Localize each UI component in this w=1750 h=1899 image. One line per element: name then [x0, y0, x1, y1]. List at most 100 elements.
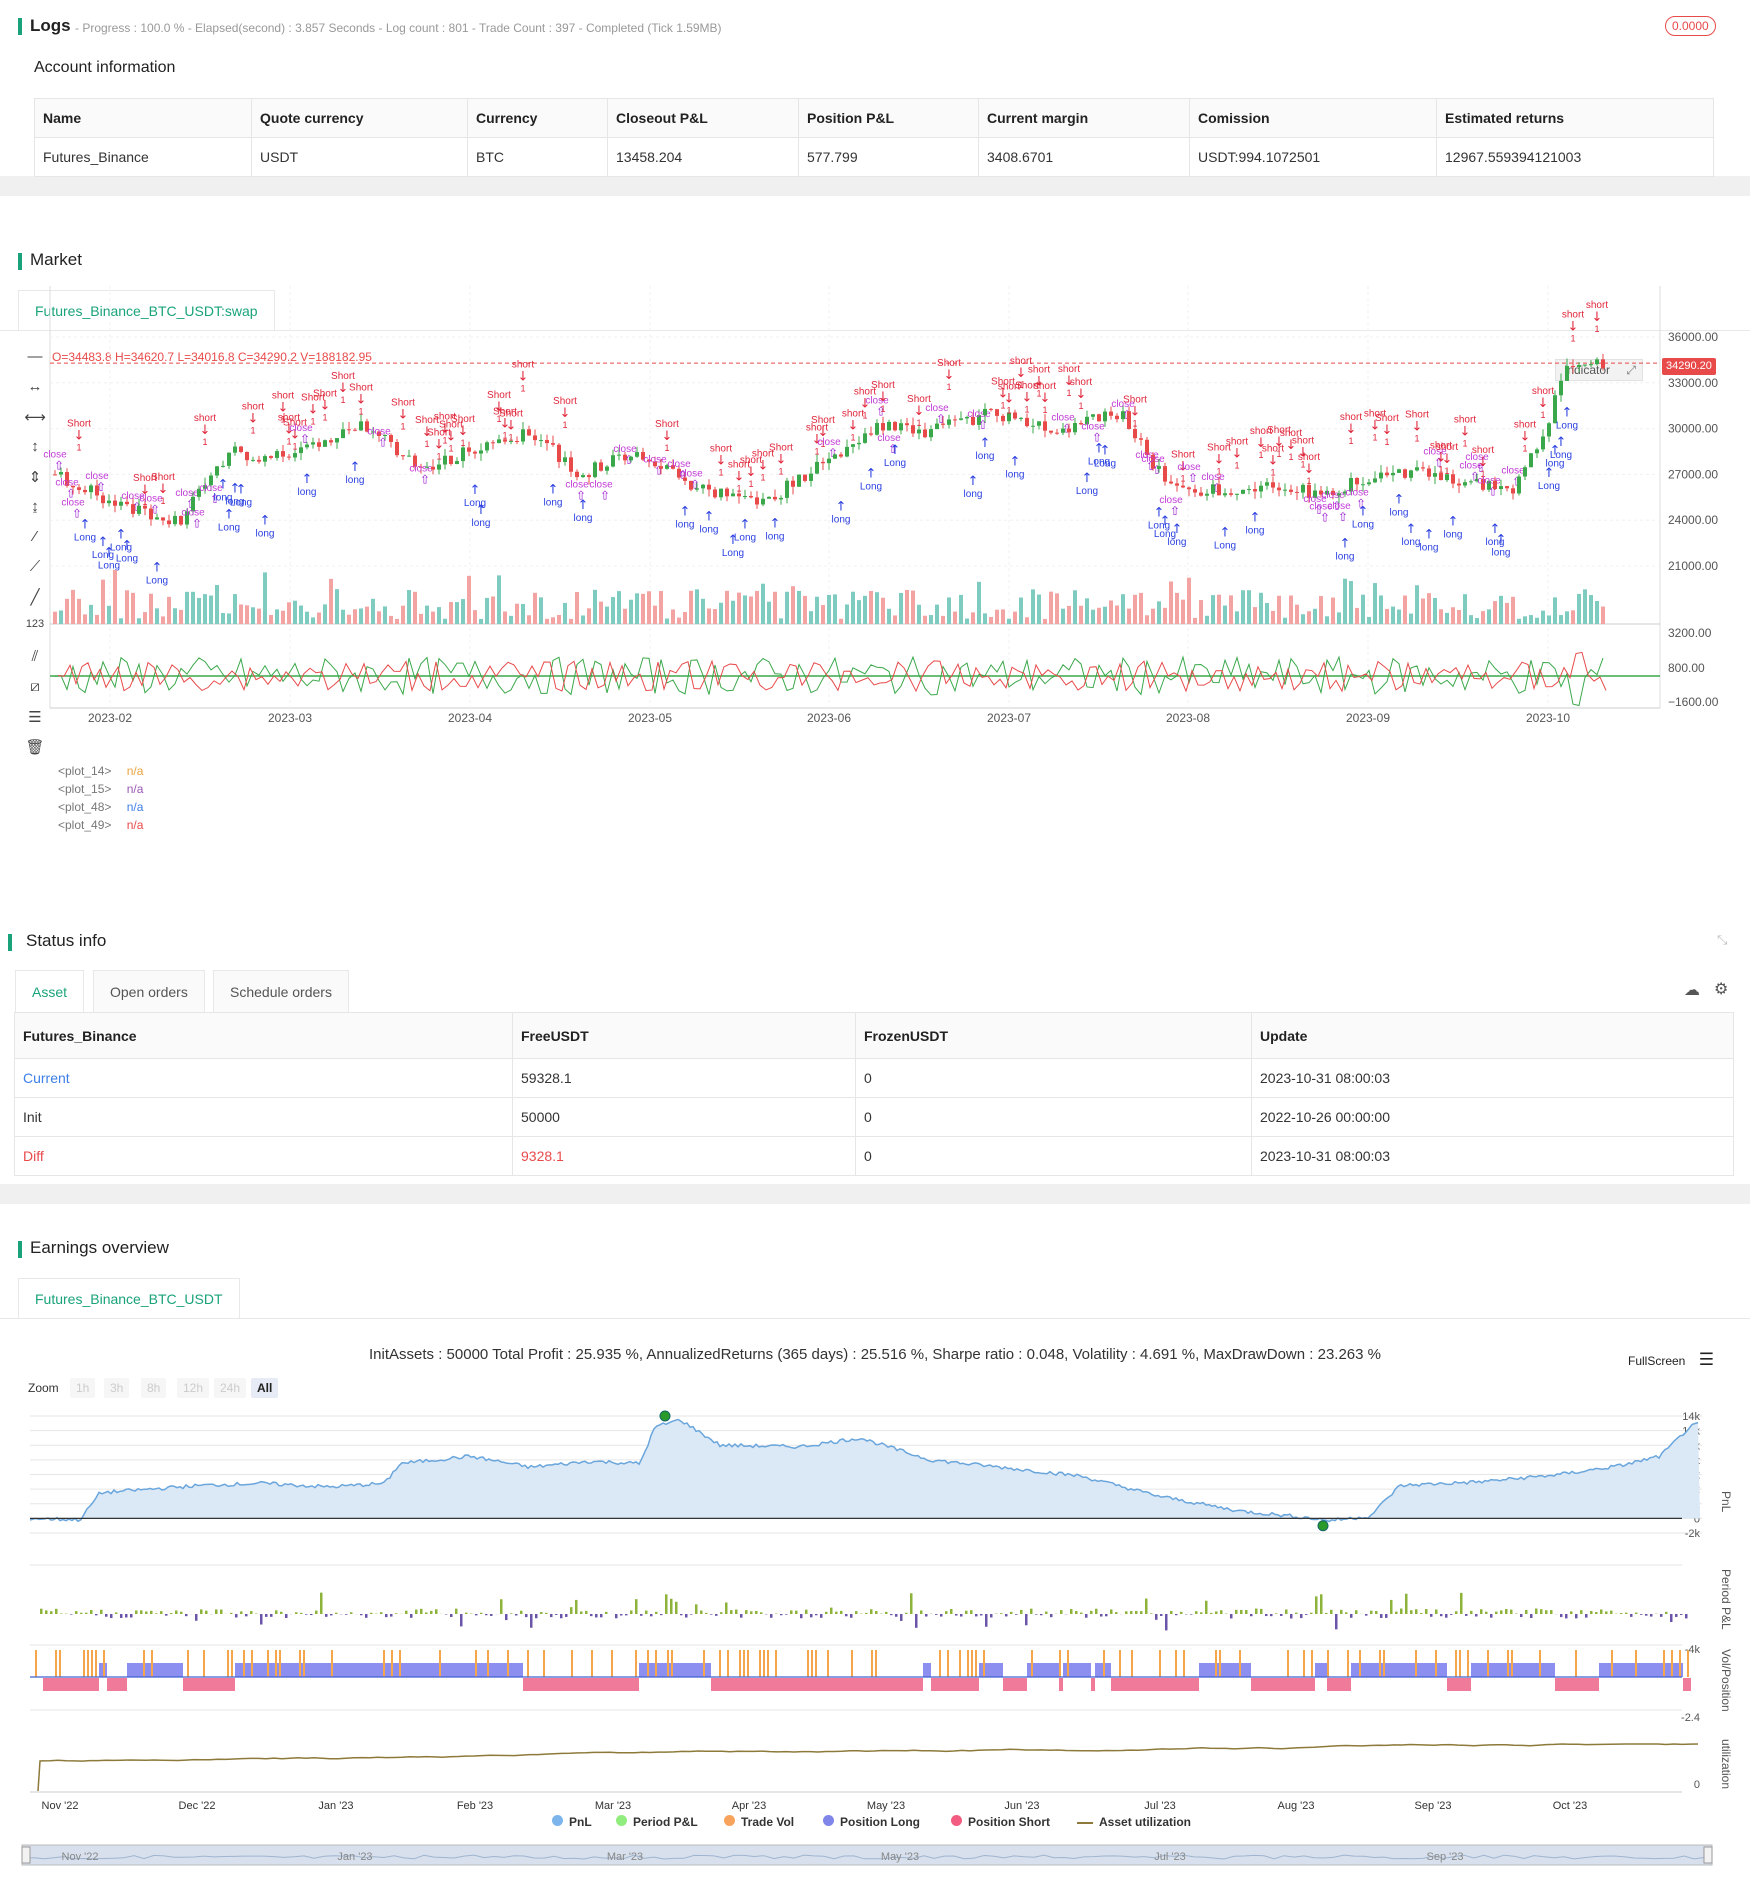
close-label: close — [55, 477, 79, 488]
period-pnl-bar — [675, 1601, 678, 1614]
legend-period-pnl[interactable]: Period P&L — [616, 1815, 698, 1829]
period-pnl-bar — [685, 1614, 688, 1618]
volume-bar — [1325, 616, 1329, 624]
expand-icon[interactable]: ⤢ — [1626, 363, 1636, 377]
short-label: short — [1070, 377, 1092, 388]
zoom-24h[interactable]: 24h — [214, 1378, 247, 1398]
trade-vol-bar — [87, 1650, 89, 1677]
position-long-bar — [255, 1663, 259, 1677]
volume-bar — [461, 599, 465, 624]
legend-position-short[interactable]: Position Short — [951, 1815, 1050, 1829]
indicator-button[interactable]: Indicator ⤢ — [1555, 359, 1643, 381]
position-short-bar — [635, 1678, 639, 1691]
position-long-bar — [99, 1663, 103, 1677]
account-info-title: Account information — [34, 59, 176, 76]
zoom-8h[interactable]: 8h — [141, 1378, 167, 1398]
position-short-bar — [603, 1678, 607, 1691]
period-pnl-bar — [1595, 1612, 1598, 1614]
long-label: long — [1546, 458, 1565, 469]
extended-line-icon[interactable]: ⟋ — [29, 558, 41, 575]
position-long-bar — [1483, 1663, 1487, 1677]
gear-icon[interactable]: ⚙ — [1714, 981, 1729, 998]
close-marker: ⇧ — [192, 517, 202, 531]
trash-icon[interactable]: 🗑 — [25, 739, 45, 756]
vertical-segment-icon[interactable]: ⇕ — [28, 469, 42, 486]
period-pnl-bar — [195, 1614, 198, 1621]
period-pnl-bar — [1005, 1614, 1008, 1617]
tab-schedule-orders[interactable]: Schedule orders — [213, 970, 349, 1012]
volume-bar — [323, 604, 327, 624]
volume-bar — [1451, 607, 1455, 624]
short-label: short — [842, 408, 864, 419]
long-arrow: ↑ — [1082, 471, 1093, 486]
volume-bar — [827, 594, 831, 624]
tab-earnings-symbol[interactable]: Futures_Binance_BTC_USDT — [18, 1278, 240, 1318]
volume-bar — [77, 598, 81, 624]
legend-pnl[interactable]: PnL — [552, 1815, 592, 1829]
period-pnl-bar — [785, 1614, 788, 1615]
legend-label: Period P&L — [633, 1815, 698, 1829]
volume-bar — [881, 597, 885, 624]
col-update: Update — [1251, 1012, 1734, 1059]
zoom-3h[interactable]: 3h — [104, 1378, 130, 1398]
volume-bar — [581, 615, 585, 624]
cell-current-margin: 3408.6701 — [978, 137, 1190, 177]
position-short-bar — [583, 1678, 587, 1691]
short-label: Short — [553, 396, 577, 407]
candle-body — [113, 500, 117, 506]
position-long-bar — [1619, 1663, 1623, 1677]
period-pnl-bar — [760, 1612, 763, 1614]
candle-body — [437, 464, 441, 470]
tab-open-orders[interactable]: Open orders — [93, 970, 205, 1012]
trade-vol-bar — [655, 1650, 657, 1677]
col-closeout-pnl: Closeout P&L — [607, 98, 799, 138]
layers-icon[interactable]: ☰ — [28, 709, 42, 726]
legend-asset-utilization[interactable]: Asset utilization — [1077, 1815, 1191, 1829]
close-label: close — [121, 491, 145, 502]
zoom-12h[interactable]: 12h — [177, 1378, 210, 1398]
period-pnl-bar — [805, 1609, 808, 1614]
ray-icon[interactable]: ⟷ — [24, 409, 46, 426]
position-short-bar — [1259, 1678, 1263, 1691]
price-label-icon[interactable]: 123 — [25, 618, 45, 630]
trade-vol-bar — [571, 1650, 573, 1677]
fullscreen-button[interactable]: FullScreen ☰ — [1628, 1350, 1714, 1370]
menu-icon[interactable]: ☰ — [1698, 1350, 1714, 1369]
tab-asset[interactable]: Asset — [15, 970, 85, 1012]
candle-body — [1043, 421, 1047, 431]
cloud-download-icon[interactable]: ☁ — [1684, 982, 1700, 999]
volume-bar — [329, 578, 333, 624]
logs-badge[interactable]: 0.0000 — [1665, 16, 1716, 36]
fib-icon[interactable]: ⧄ — [30, 678, 40, 695]
candle-body — [911, 425, 915, 434]
long-label: Long — [1214, 540, 1236, 551]
close-marker: ⇧ — [1314, 503, 1324, 517]
trade-vol-bar — [251, 1650, 253, 1677]
cell-label[interactable]: Current — [14, 1058, 513, 1098]
tab-market-symbol[interactable]: Futures_Binance_BTC_USDT:swap — [18, 290, 275, 330]
volume-bar — [1079, 605, 1083, 624]
volume-bar — [689, 590, 693, 624]
price-range-icon[interactable]: ↨ — [31, 498, 39, 515]
position-short-bar — [1015, 1678, 1019, 1691]
volume-bar — [1415, 585, 1419, 624]
collapse-icon[interactable]: ⤡ — [1717, 932, 1728, 947]
position-short-bar — [775, 1678, 779, 1691]
zoom-all[interactable]: All — [251, 1378, 279, 1398]
candle-body — [1349, 477, 1353, 492]
horizontal-line-icon[interactable]: ↔ — [27, 378, 43, 395]
legend-position-long[interactable]: Position Long — [823, 1815, 920, 1829]
period-pnl-bar — [405, 1610, 408, 1614]
legend-trade-vol[interactable]: Trade Vol — [724, 1815, 794, 1829]
zoom-1h[interactable]: 1h — [70, 1378, 96, 1398]
trend-line-icon[interactable]: ⁄ — [33, 528, 37, 545]
segment-icon[interactable]: ╱ — [30, 589, 40, 606]
size-label: 1 — [1540, 410, 1545, 420]
vertical-line-icon[interactable]: ↕ — [31, 438, 39, 455]
crosshair-icon[interactable]: — — [27, 348, 43, 365]
channel-icon[interactable]: ⫽ — [31, 648, 39, 665]
short-label: Short — [493, 406, 517, 417]
candle-body — [1307, 484, 1311, 498]
volume-bar — [1391, 606, 1395, 624]
